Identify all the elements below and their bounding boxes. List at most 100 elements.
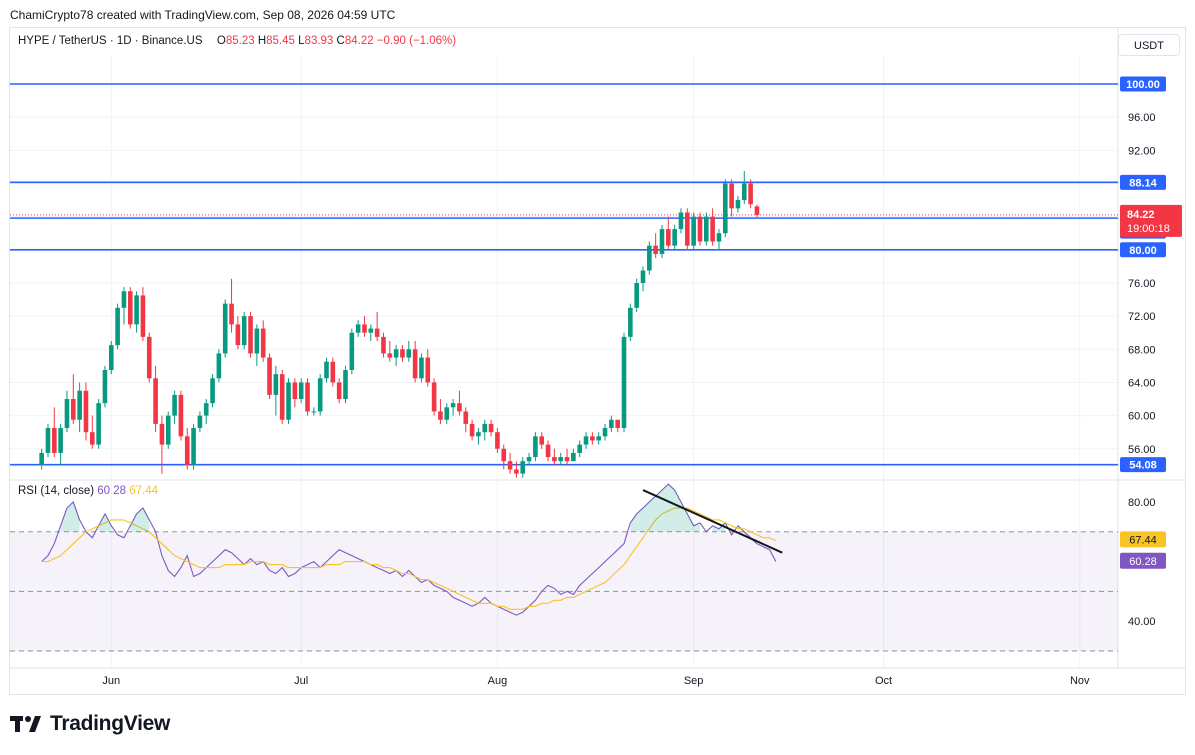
rsi-label[interactable]: RSI (14, close) <box>18 485 95 497</box>
level-tag-text: 80.00 <box>1129 245 1157 257</box>
candle-body <box>286 382 291 420</box>
time-axis[interactable]: Jun Jul Aug Sep Oct Nov <box>102 675 1090 687</box>
candle-body <box>640 270 646 283</box>
candle <box>558 452 564 466</box>
price-tick-label: 64.00 <box>1128 377 1156 389</box>
candle <box>628 303 633 341</box>
candle-body <box>311 411 317 413</box>
last-price-countdown: 19:00:18 <box>1127 223 1170 235</box>
rsi-tick-label: 80.00 <box>1128 497 1156 509</box>
symbol-label[interactable]: HYPE / TetherUS · 1D · Binance.US <box>18 35 203 47</box>
candle <box>374 311 380 341</box>
candle <box>697 212 703 246</box>
candle-body <box>653 245 658 254</box>
candle-body <box>514 469 519 474</box>
candle <box>210 374 215 408</box>
rsi-value-tag-text: 60.28 <box>1129 556 1157 568</box>
price-tick-label: 56.00 <box>1128 444 1156 456</box>
candle <box>457 390 462 416</box>
price-axis[interactable]: 56.00 60.00 64.00 68.00 72.00 76.00 92.00 96.00… <box>1120 76 1182 629</box>
candle-body <box>659 229 665 254</box>
candle <box>495 428 500 453</box>
candle <box>165 411 171 449</box>
candle <box>324 357 329 383</box>
candle <box>564 448 570 466</box>
candle-body <box>444 407 450 420</box>
candle-body <box>235 324 241 346</box>
rsi-legend: RSI (14, close) 60.28 67.44 <box>18 485 158 497</box>
candle <box>279 370 285 424</box>
level-tag-bg <box>1120 174 1166 190</box>
candle-body <box>222 303 228 354</box>
candle-body <box>722 183 728 234</box>
tradingview-logo-text: TradingView <box>50 712 171 735</box>
candle-body <box>108 345 114 371</box>
level-tag: 80.00 <box>1120 242 1166 258</box>
candle-body <box>248 316 253 354</box>
candle-body <box>419 357 424 379</box>
level-tag-text: 88.14 <box>1129 177 1157 189</box>
candle <box>197 411 203 433</box>
candle-body <box>254 328 260 354</box>
candle <box>685 208 690 250</box>
candle-body <box>210 378 215 404</box>
candle-body <box>564 457 570 462</box>
currency-button[interactable]: USDT <box>1118 34 1180 56</box>
candle <box>52 407 57 458</box>
rsi-ma-tag-bg <box>1120 531 1166 548</box>
tradingview-logo[interactable]: TradingView <box>10 712 170 736</box>
candle <box>64 390 70 433</box>
candle <box>621 332 627 433</box>
price-tick-label: 92.00 <box>1128 145 1156 157</box>
candle-body <box>159 423 165 445</box>
candle <box>336 378 342 404</box>
level-tag: 54.08 <box>1120 457 1166 473</box>
candle-body <box>153 378 158 424</box>
candle <box>355 320 361 337</box>
candle-body <box>96 403 101 445</box>
candle-body <box>495 432 500 449</box>
candle-body <box>368 328 374 333</box>
candle-body <box>431 382 437 412</box>
candle-body <box>501 448 507 462</box>
candle <box>77 382 82 433</box>
candle <box>58 423 63 466</box>
candle <box>172 390 177 424</box>
candle <box>596 432 601 445</box>
candle-body <box>406 349 412 358</box>
candle <box>438 399 443 424</box>
level-tag-bg <box>1120 76 1166 92</box>
candle <box>406 340 412 362</box>
candle <box>108 340 114 375</box>
candle <box>216 349 222 383</box>
level-tag: 100.00 <box>1120 76 1166 92</box>
high-label: H <box>257 35 267 47</box>
candle-body <box>520 461 526 474</box>
candle <box>96 399 101 449</box>
candle <box>267 353 272 400</box>
rsi-ma-line <box>41 507 777 610</box>
candle <box>368 324 374 341</box>
candle <box>444 403 450 424</box>
rsi-trendline <box>642 489 783 554</box>
candle-body <box>203 403 209 416</box>
candle-body <box>450 403 456 408</box>
candle-body <box>735 200 741 209</box>
candle-body <box>89 432 95 445</box>
level-tag-text: 100.00 <box>1126 79 1160 91</box>
candle <box>292 378 298 408</box>
candle <box>507 452 513 474</box>
candle-body <box>146 336 152 379</box>
time-tick-label: Jun <box>102 675 120 687</box>
candle <box>419 353 424 383</box>
candle-body <box>469 423 475 437</box>
rsi-tick-label: 40.00 <box>1128 616 1156 628</box>
candle-body <box>729 183 734 209</box>
candle-body <box>710 216 715 242</box>
price-legend: HYPE / TetherUS · 1D · Binance.US O85.23… <box>18 35 456 47</box>
chart-credit: ChamiCrypto78 created with TradingView.c… <box>10 8 396 22</box>
chart-frame <box>9 27 1186 695</box>
candle-body <box>178 394 184 437</box>
candle <box>482 419 488 441</box>
